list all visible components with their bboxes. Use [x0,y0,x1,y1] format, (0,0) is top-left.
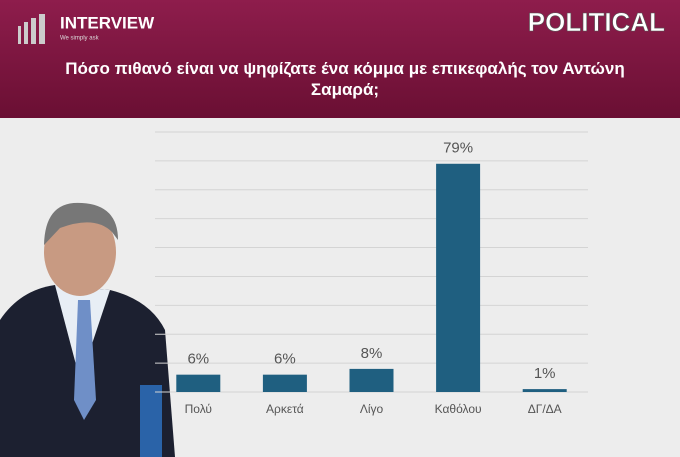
bar [436,163,481,392]
x-tick-label: Αρκετά [266,402,304,416]
value-label: 79% [443,140,473,157]
logo-icon [18,14,45,44]
brand-name: INTERVIEW [60,13,155,32]
brand-tagline: We simply ask [60,36,100,42]
value-label: 1% [534,365,556,382]
x-tick-label: Λίγο [360,402,384,416]
x-tick-label: Καθόλου [435,402,482,416]
chart-title: Πόσο πιθανό είναι να ψηφίζατε ένα κόμμα … [65,59,625,99]
bar [522,389,567,392]
bar [262,374,307,392]
value-label: 6% [274,351,296,368]
bar [176,374,221,392]
value-label: 6% [187,351,209,368]
bar [349,368,394,392]
section-label: POLITICAL [528,7,665,37]
header [0,0,680,118]
value-label: 8% [361,345,383,362]
x-tick-label: Πολύ [185,402,212,416]
x-tick-label: ΔΓ/ΔΑ [528,402,562,416]
person-photo [0,202,175,457]
